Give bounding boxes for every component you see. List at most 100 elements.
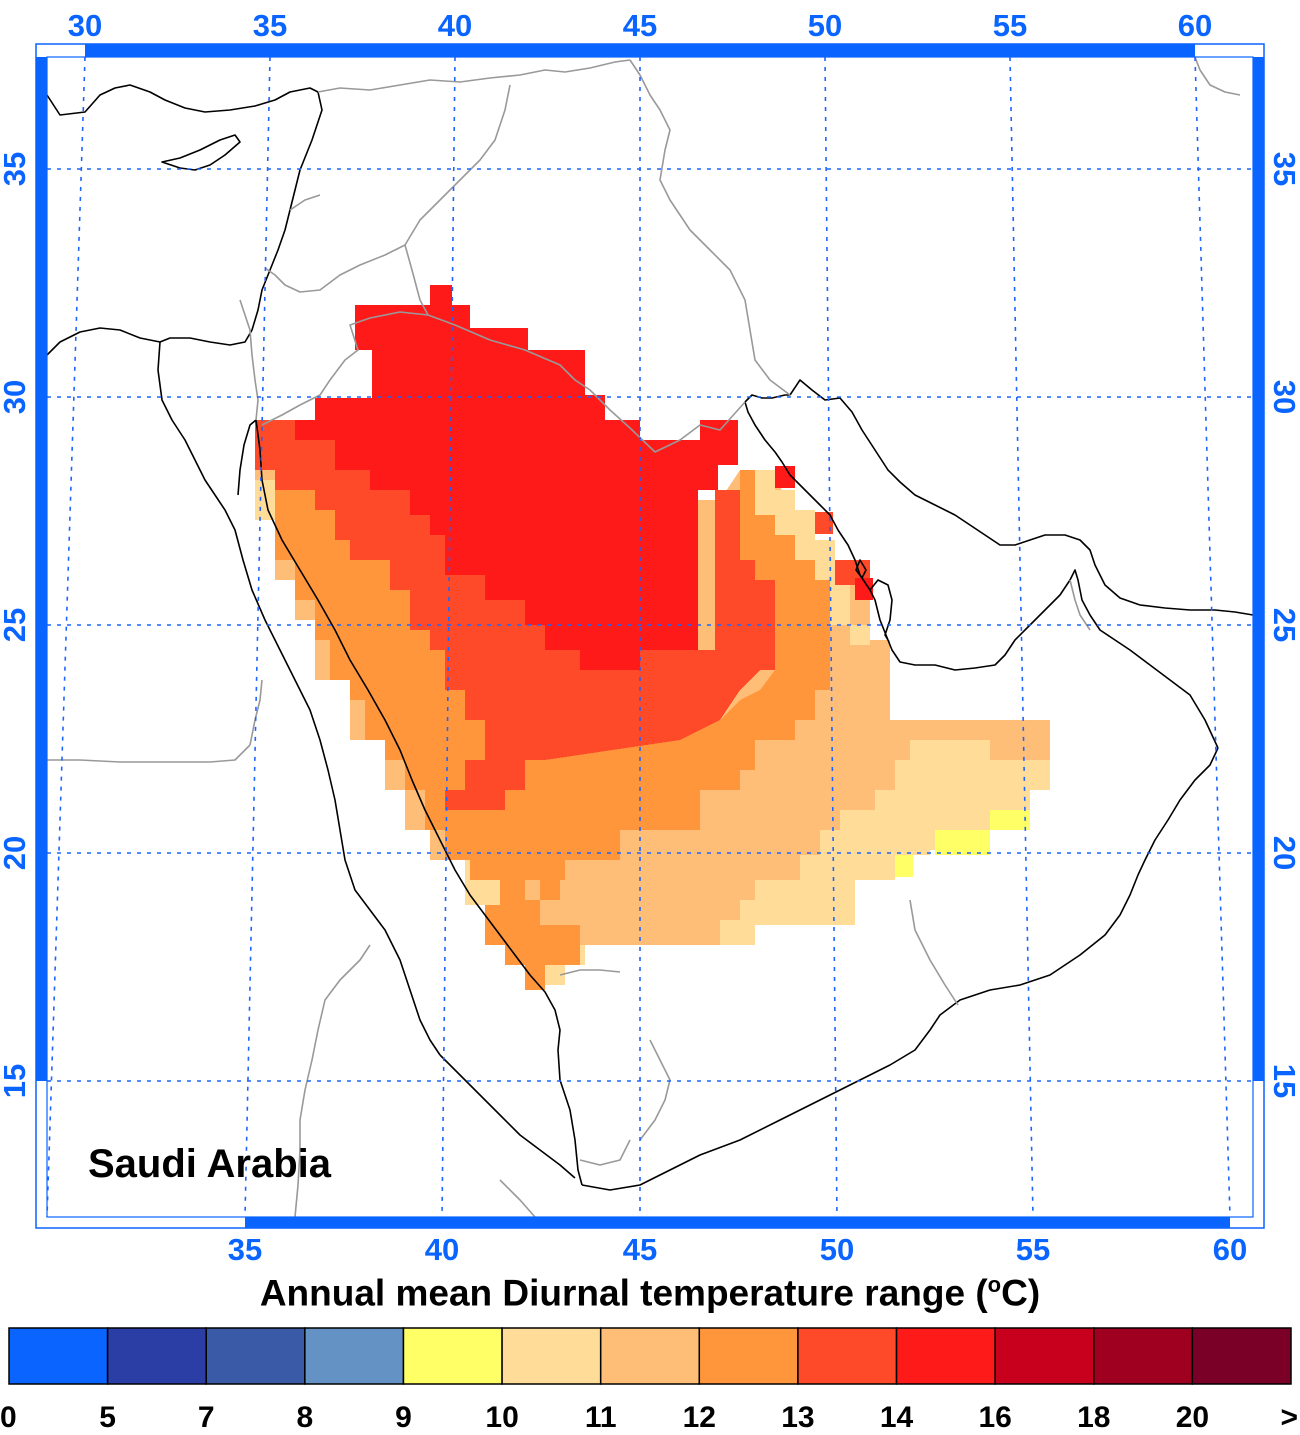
colorbar-bin: [106, 1327, 207, 1385]
colorbar-label: 11: [585, 1401, 617, 1434]
top-lon-labels: 30 35 40 45 50 55 60: [68, 8, 1212, 43]
colorbar-label: 16: [978, 1401, 1011, 1434]
frame-left-bar: [36, 57, 47, 1081]
coast-bahrain: [855, 559, 867, 579]
dtr-band-14-16: [295, 285, 738, 670]
caption-text: Annual mean Diurnal temperature range (: [259, 1272, 988, 1314]
top-lon-tick: 55: [993, 8, 1027, 43]
colorbar-bin: [1191, 1327, 1292, 1385]
dtr-band-14-16-b: [775, 466, 795, 488]
border-africa-1: [249, 679, 263, 746]
top-lon-tick: 40: [438, 8, 472, 43]
coast-oman-east: [887, 569, 1219, 749]
colorbar-label: 18: [1077, 1401, 1110, 1434]
bottom-lon-tick: 60: [1213, 1232, 1247, 1265]
meridian-50: [824, 56, 838, 1218]
dtr-band-10-11: [720, 740, 1050, 945]
dtr-band-9-10: [935, 810, 1030, 855]
dtr-band-12-13: [275, 490, 580, 990]
colorbar-bin: [205, 1327, 306, 1385]
frame-top-bar: [85, 44, 1195, 57]
coast-kuwait: [744, 394, 790, 403]
border-africa-2: [499, 1179, 536, 1218]
coast-sinai-west: [157, 341, 441, 1056]
coast-qatar: [869, 579, 893, 641]
colorbar-label: 12: [683, 1401, 716, 1434]
bottom-lon-tick: 45: [623, 1232, 657, 1265]
dtr-band-12-13-b: [465, 470, 830, 900]
dtr-band-14-16-c: [855, 578, 873, 600]
colorbar-bin: [797, 1327, 898, 1385]
colorbar-label: 7: [198, 1401, 215, 1434]
meridian-60: [1194, 56, 1231, 1218]
coast-aqaba: [237, 419, 257, 496]
colorbar-label: 20: [1176, 1401, 1209, 1434]
caption-unit: C): [1001, 1272, 1041, 1314]
map-figure: 30 35 40 45 50 55 60 35 40 45 50 55 60 3…: [0, 8, 1300, 1265]
border-djibouti: [639, 1039, 671, 1141]
top-lon-tick: 50: [808, 8, 842, 43]
colorbar-label: 14: [880, 1401, 914, 1434]
border-iraq-jordan: [264, 244, 406, 293]
colorbar-label: 8: [297, 1401, 314, 1434]
colorbar-label: 10: [485, 1401, 518, 1434]
colorbar-label: 0: [0, 1401, 17, 1434]
right-lat-tick: 15: [1267, 1064, 1300, 1098]
country-borders: [47, 56, 1241, 1218]
meridian-35: [244, 56, 271, 1218]
frame-bottom-bar: [245, 1217, 1230, 1228]
colorbar-labels: 0 5 7 8 9 10 11 12 13 14 16 18 20 >: [0, 1401, 1298, 1434]
coast-yemen-south: [581, 747, 1219, 1191]
bottom-lon-tick: 35: [228, 1232, 262, 1265]
top-lon-tick: 45: [623, 8, 657, 43]
coast-turkey: [46, 84, 319, 116]
coast-egypt-north: [46, 327, 161, 356]
border-saudi-yemen: [559, 969, 621, 976]
border-turkey-syria: [317, 59, 631, 93]
coast-iran: [789, 379, 1254, 616]
right-lat-tick: 25: [1267, 608, 1300, 642]
coast-levant: [159, 91, 323, 346]
left-lat-tick: 25: [0, 608, 32, 642]
colorbar-bin: [8, 1327, 109, 1385]
colorbar-label: 5: [99, 1401, 116, 1434]
colorbar-bin: [304, 1327, 405, 1385]
dtr-band-9-10-b: [895, 855, 913, 877]
degree-sup: o: [987, 1272, 1002, 1297]
meridian-55: [1009, 56, 1034, 1218]
graticule: [46, 56, 1253, 1218]
colorbar-bin: [402, 1327, 503, 1385]
top-lon-tick: 30: [68, 8, 102, 43]
colorbar-label: >: [1280, 1401, 1298, 1434]
colorbar-label: 9: [395, 1401, 412, 1434]
map-frame: [35, 43, 1265, 1229]
region-label: Saudi Arabia: [88, 1142, 332, 1186]
border-egypt-sudan: [47, 744, 251, 763]
left-lat-tick: 35: [0, 152, 32, 186]
right-lat-tick: 30: [1267, 380, 1300, 414]
border-iraq-saudi: [427, 314, 746, 453]
border-eritrea: [294, 944, 371, 1218]
dtr-band-13-14: [255, 420, 775, 810]
temperature-raster: [255, 285, 1050, 990]
colorbar-label: 13: [781, 1401, 814, 1434]
border-horn-2: [579, 1139, 631, 1166]
meridian-40: [441, 56, 456, 1218]
coast-horn: [439, 1054, 576, 1179]
coast-redsea-east: [255, 419, 583, 1186]
colorbar-bin: [501, 1327, 602, 1385]
left-lat-tick: 30: [0, 380, 32, 414]
frame-right-bar: [1253, 57, 1264, 1081]
dtr-band-10-11-east: [755, 470, 870, 645]
colorbar-bin: [895, 1327, 996, 1385]
left-lat-tick: 20: [0, 836, 32, 870]
meridian-30: [46, 56, 86, 1218]
colorbar-bin: [599, 1327, 701, 1385]
bottom-lon-tick: 55: [1016, 1232, 1050, 1265]
colorbar-bin: [1093, 1327, 1194, 1385]
border-jordan-saudi: [261, 244, 429, 426]
bottom-lon-labels: 35 40 45 50 55 60: [228, 1232, 1247, 1265]
right-lat-tick: 20: [1267, 836, 1300, 870]
border-lebanon: [289, 194, 321, 211]
top-lon-tick: 60: [1178, 8, 1212, 43]
